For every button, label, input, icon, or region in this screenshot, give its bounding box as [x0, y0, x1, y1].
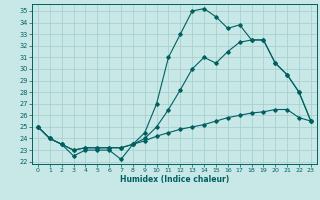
X-axis label: Humidex (Indice chaleur): Humidex (Indice chaleur): [120, 175, 229, 184]
